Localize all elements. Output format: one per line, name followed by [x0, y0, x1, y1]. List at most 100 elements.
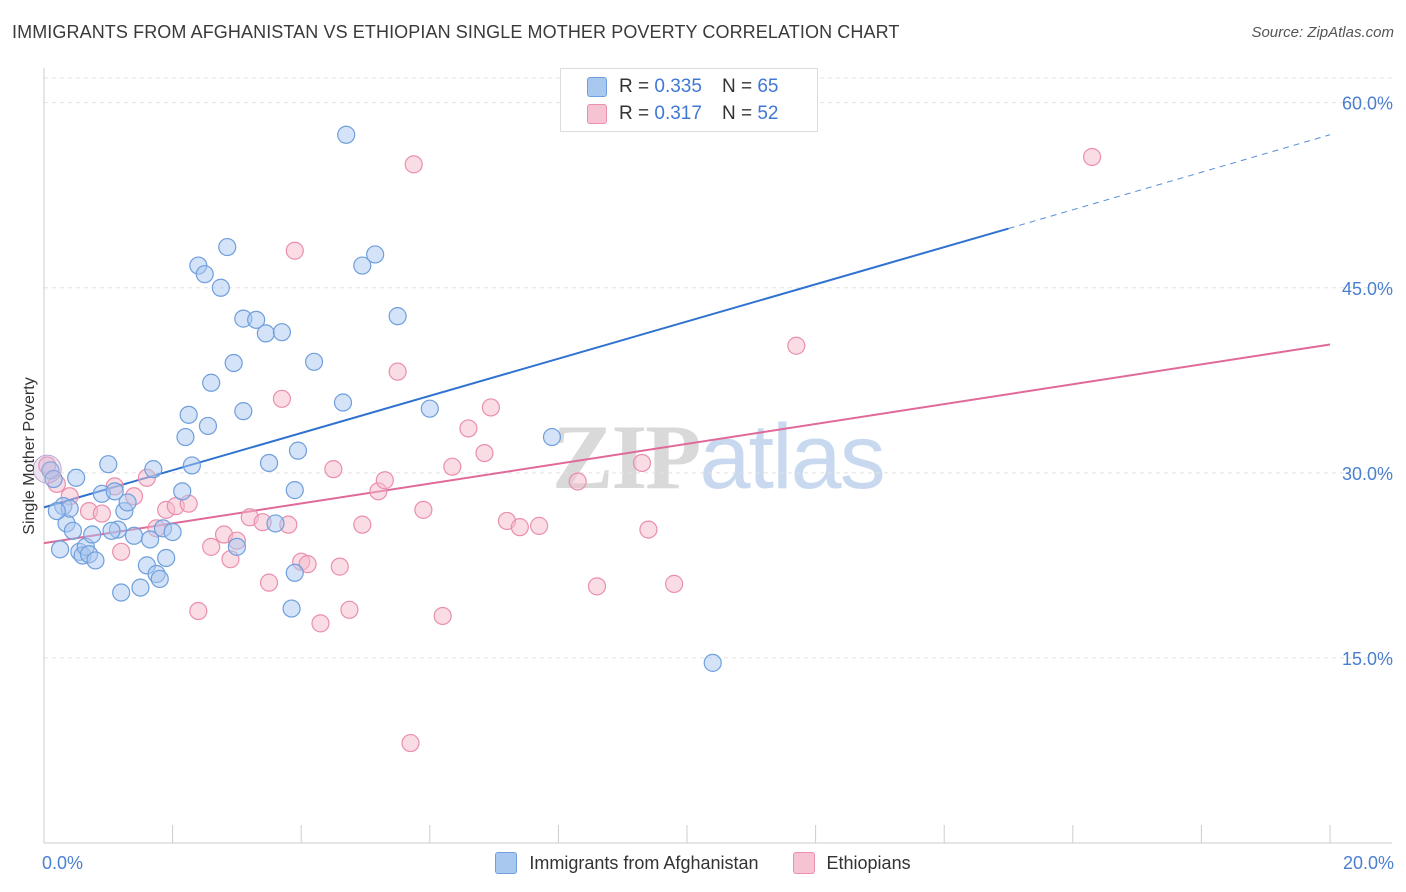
- legend-swatch-pink: [587, 104, 607, 124]
- point-afghanistan: [105, 482, 124, 501]
- point-afghanistan: [285, 481, 304, 500]
- trend-line-afghanistan-projection: [1008, 134, 1331, 230]
- point-afghanistan: [131, 578, 150, 597]
- point-ethiopians: [353, 515, 372, 534]
- point-afghanistan: [202, 373, 221, 392]
- point-afghanistan: [224, 353, 243, 373]
- point-afghanistan: [266, 514, 285, 533]
- y-tick-label: 45.0%: [1342, 279, 1393, 299]
- y-tick-label: 60.0%: [1342, 94, 1393, 114]
- point-afghanistan: [304, 352, 324, 371]
- point-ethiopians: [787, 336, 806, 355]
- tick-labels: 15.0% 30.0% 45.0% 60.0% 0.0% 20.0%: [42, 94, 1394, 873]
- point-ethiopians: [475, 443, 494, 463]
- point-cluster-overlap: [32, 454, 62, 484]
- legend-n-value: 52: [757, 103, 779, 124]
- point-afghanistan: [195, 265, 214, 284]
- legend-row-afghanistan: R = 0.335 N = 65: [587, 75, 778, 99]
- series-legend-label: Ethiopians: [826, 852, 911, 873]
- point-afghanistan: [218, 237, 237, 257]
- watermark-atlas: atlas: [699, 406, 885, 508]
- point-ethiopians: [388, 362, 407, 381]
- point-ethiopians: [639, 520, 658, 539]
- y-tick-label: 30.0%: [1342, 464, 1393, 484]
- point-afghanistan: [288, 441, 308, 460]
- point-afghanistan: [227, 537, 246, 556]
- point-ethiopians: [311, 614, 330, 633]
- point-ethiopians: [414, 500, 433, 519]
- point-afghanistan: [285, 563, 304, 582]
- point-afghanistan: [542, 427, 562, 447]
- series-swatch-blue: [495, 852, 518, 874]
- point-afghanistan: [150, 569, 169, 589]
- y-tick-label: 15.0%: [1342, 649, 1393, 669]
- point-afghanistan: [173, 482, 192, 501]
- legend-r-label: R =: [619, 76, 650, 97]
- y-axis-label: Single Mother Poverty: [21, 377, 38, 534]
- point-ethiopians: [112, 542, 131, 561]
- series-legend-afghanistan[interactable]: Immigrants from Afghanistan: [495, 852, 759, 874]
- point-ethiopians: [433, 606, 452, 626]
- point-afghanistan: [140, 530, 160, 549]
- point-afghanistan: [333, 393, 353, 412]
- point-ethiopians: [298, 555, 317, 574]
- point-afghanistan: [118, 493, 137, 512]
- x-tick-label: 20.0%: [1343, 853, 1394, 873]
- legend-n-value: 65: [757, 76, 779, 97]
- point-afghanistan: [179, 405, 198, 424]
- point-ethiopians: [459, 419, 478, 438]
- point-ethiopians: [568, 472, 587, 491]
- point-afghanistan: [157, 548, 176, 568]
- point-afghanistan: [247, 310, 266, 329]
- axes: [43, 68, 1392, 844]
- point-afghanistan: [366, 245, 385, 264]
- source-label: Source: ZipAtlas.com: [1251, 24, 1394, 41]
- point-afghanistan: [86, 551, 105, 570]
- point-ethiopians: [587, 577, 607, 596]
- point-afghanistan: [124, 526, 144, 545]
- point-afghanistan: [99, 455, 118, 474]
- point-afghanistan: [272, 323, 292, 342]
- point-ethiopians: [202, 537, 221, 556]
- point-afghanistan: [67, 468, 86, 487]
- series-swatch-pink: [792, 852, 815, 874]
- point-afghanistan: [388, 307, 407, 326]
- point-ethiopians: [481, 398, 500, 417]
- legend-row-ethiopians: R = 0.317 N = 52: [587, 102, 778, 126]
- legend-n-label: N =: [721, 103, 753, 124]
- chart-title: IMMIGRANTS FROM AFGHANISTAN VS ETHIOPIAN…: [12, 22, 900, 42]
- point-ethiopians: [401, 733, 420, 753]
- point-afghanistan: [256, 324, 275, 343]
- point-ethiopians: [285, 241, 304, 260]
- point-ethiopians: [1082, 147, 1102, 167]
- point-afghanistan: [47, 501, 66, 521]
- series-legend-ethiopians[interactable]: Ethiopians: [792, 852, 911, 874]
- point-ethiopians: [530, 516, 549, 535]
- point-ethiopians: [259, 573, 279, 592]
- point-ethiopians: [92, 504, 111, 523]
- gridlines: [44, 77, 1392, 659]
- stats-legend: R = 0.335 N = 65 R = 0.317 N = 52: [560, 68, 818, 132]
- legend-r-value: 0.317: [654, 103, 702, 124]
- x-tick-label: 0.0%: [42, 853, 83, 873]
- data-points: [32, 125, 1102, 753]
- point-afghanistan: [112, 583, 131, 602]
- point-ethiopians: [375, 471, 394, 490]
- legend-r-value: 0.335: [654, 76, 702, 97]
- point-afghanistan: [50, 540, 70, 559]
- point-afghanistan: [182, 456, 201, 475]
- point-afghanistan: [337, 125, 356, 144]
- point-afghanistan: [198, 416, 218, 436]
- point-afghanistan: [176, 427, 195, 447]
- point-afghanistan: [211, 278, 230, 297]
- point-ethiopians: [272, 389, 292, 408]
- trend-line-afghanistan: [43, 227, 1009, 509]
- watermark-zip: ZIP: [552, 406, 701, 508]
- point-ethiopians: [324, 460, 343, 479]
- series-legend-label: Immigrants from Afghanistan: [529, 852, 759, 873]
- point-afghanistan: [282, 599, 301, 618]
- point-ethiopians: [665, 574, 684, 593]
- point-afghanistan: [234, 402, 253, 421]
- series-legend: Immigrants from Afghanistan Ethiopians: [0, 852, 1406, 874]
